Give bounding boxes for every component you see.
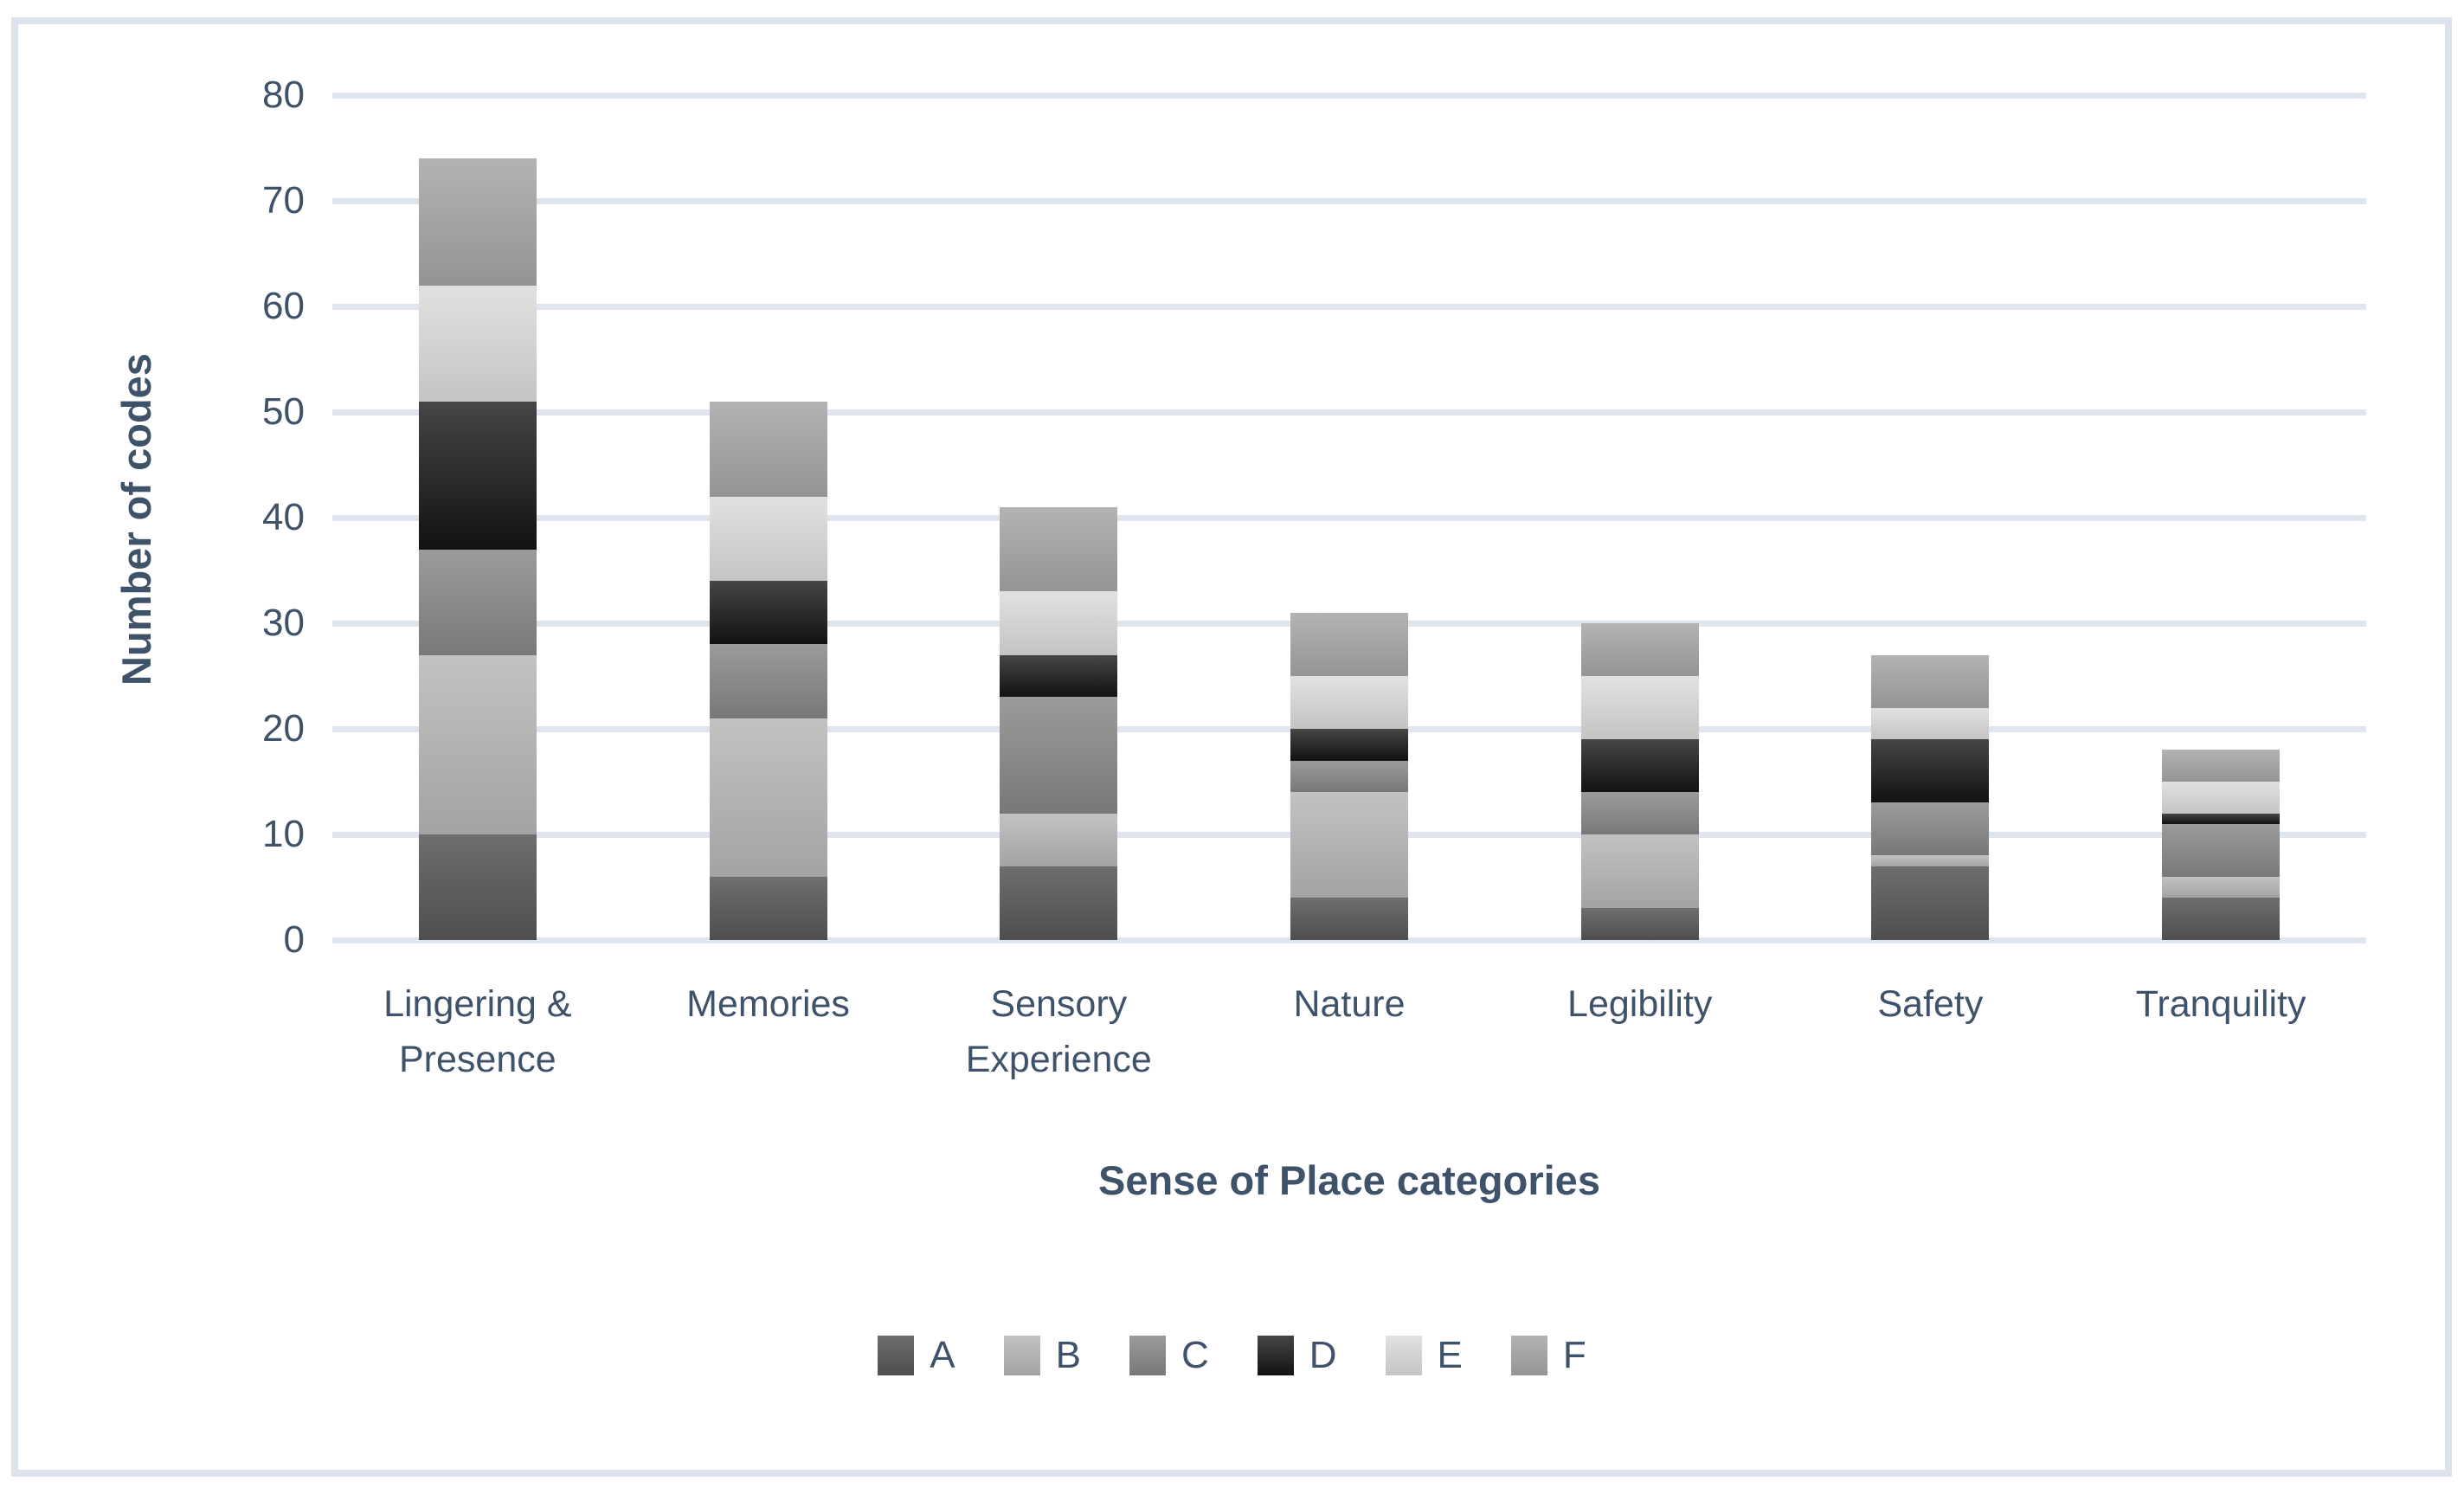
y-tick-label-10: 10 [262, 813, 305, 855]
bar-segment-C [1871, 802, 1990, 856]
bar-segment-F [1000, 506, 1118, 592]
legend-swatch-A [878, 1336, 915, 1375]
bar-segment-B [1000, 813, 1118, 866]
bar-segment-A [418, 834, 537, 940]
bar-segment-D [1871, 739, 1990, 803]
legend-swatch-E [1385, 1336, 1422, 1375]
bar-segment-E [1000, 591, 1118, 655]
bar-segment-A [1290, 898, 1408, 940]
legend-item-D: D [1257, 1334, 1337, 1376]
bar-segment-C [1290, 760, 1408, 793]
bar-segment-E [418, 285, 537, 402]
y-tick-label-20: 20 [262, 707, 305, 750]
legend-swatch-C [1129, 1336, 1166, 1375]
bar-segment-B [1290, 792, 1408, 898]
bar-segment-F [709, 401, 827, 497]
bar-segment-F [2162, 750, 2281, 782]
y-tick-label-60: 60 [262, 285, 305, 327]
legend-label-A: A [930, 1334, 955, 1376]
bar-segment-F [1290, 612, 1408, 676]
category-label: Tranquility [2135, 983, 2306, 1025]
bar-segment-C [1000, 697, 1118, 814]
bar-segment-C [418, 549, 537, 655]
category-label: Legibility [1567, 983, 1713, 1025]
legend-swatch-D [1257, 1336, 1294, 1375]
bar-segment-C [2162, 823, 2281, 877]
legend-swatch-F [1510, 1336, 1547, 1375]
y-tick-label-50: 50 [262, 390, 305, 433]
legend-label-F: F [1562, 1334, 1586, 1376]
y-tick-label-80: 80 [262, 74, 305, 116]
bar-segment-E [1290, 676, 1408, 729]
bar-segment-D [418, 401, 537, 550]
bar-segment-A [1871, 866, 1990, 940]
chart-border-frame [11, 17, 2452, 1477]
bar-segment-D [1290, 729, 1408, 761]
bar-segment-B [418, 654, 537, 834]
bar-segment-D [709, 581, 827, 645]
bar-segment-D [1580, 739, 1699, 793]
legend-item-C: C [1129, 1336, 1209, 1375]
gridline-y-60 [332, 303, 2366, 310]
y-tick-label-30: 30 [262, 602, 305, 644]
gridline-y-50 [332, 409, 2366, 415]
bar-segment-B [709, 718, 827, 877]
gridline-y-40 [332, 514, 2366, 521]
gridline-y-0 [332, 937, 2366, 943]
bar-segment-A [709, 876, 827, 940]
category-label: Safety [1877, 983, 1984, 1025]
legend-label-C: C [1181, 1334, 1209, 1376]
bar-segment-A [2162, 898, 2281, 940]
bar-segment-B [1871, 855, 1990, 866]
legend-item-E: E [1385, 1334, 1463, 1376]
legend-label-B: B [1055, 1334, 1081, 1376]
legend-item-F: F [1510, 1334, 1586, 1376]
bar-segment-B [1580, 834, 1699, 909]
y-tick-label-70: 70 [262, 179, 305, 222]
legend-item-B: B [1003, 1334, 1081, 1376]
bar-segment-C [1580, 792, 1699, 834]
bar-segment-F [1871, 654, 1990, 708]
legend: A B C D E F [0, 1336, 2464, 1375]
bar-segment-A [1000, 866, 1118, 940]
legend-label-E: E [1437, 1334, 1463, 1376]
bar-segment-E [1580, 676, 1699, 740]
bar-segment-F [418, 158, 537, 286]
bar-segment-D [2162, 813, 2281, 824]
y-tick-label-40: 40 [262, 496, 305, 538]
category-label: Memories [686, 983, 850, 1025]
bar-segment-B [2162, 876, 2281, 898]
gridline-y-70 [332, 197, 2366, 204]
category-label: Sensory Experience [965, 983, 1152, 1080]
bar-segment-C [709, 644, 827, 718]
x-axis-title: Sense of Place categories [1098, 1157, 1600, 1203]
legend-swatch-B [1003, 1336, 1040, 1375]
category-label: Nature [1293, 983, 1406, 1025]
bar-segment-E [709, 496, 827, 582]
bar-segment-A [1580, 908, 1699, 940]
category-label: Lingering & Presence [383, 983, 572, 1080]
y-tick-label-0: 0 [283, 918, 305, 961]
bar-segment-F [1580, 623, 1699, 676]
legend-label-D: D [1309, 1334, 1337, 1376]
gridline-y-80 [332, 92, 2366, 99]
bar-segment-E [2162, 782, 2281, 814]
legend-item-A: A [878, 1336, 955, 1375]
bar-segment-D [1000, 654, 1118, 698]
bar-segment-E [1871, 707, 1990, 740]
